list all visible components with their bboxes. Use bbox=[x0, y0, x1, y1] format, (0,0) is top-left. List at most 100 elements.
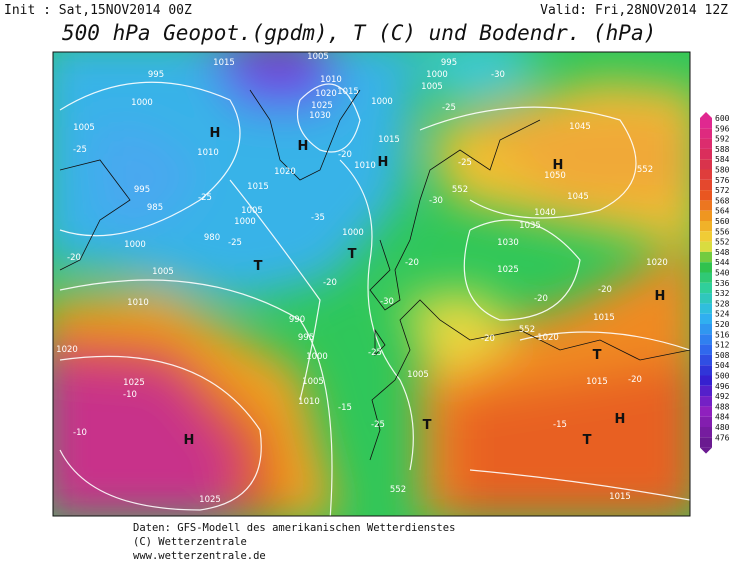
colorbar-cell bbox=[700, 313, 712, 324]
geopotential-label: 552 bbox=[452, 185, 468, 195]
colorbar-label: 476 bbox=[715, 433, 730, 442]
temperature-label: -15 bbox=[338, 403, 352, 413]
colorbar-label: 580 bbox=[715, 166, 730, 175]
isobar-label: 1015 bbox=[213, 58, 235, 68]
isobar-label: 1030 bbox=[497, 238, 519, 248]
isobar-label: 1010 bbox=[354, 161, 376, 171]
colorbar-cell bbox=[700, 138, 712, 149]
colorbar-cell bbox=[700, 344, 712, 355]
colorbar-label: 568 bbox=[715, 196, 730, 205]
colorbar-cell bbox=[700, 148, 712, 160]
colorbar-label: 564 bbox=[715, 207, 730, 216]
colorbar-cell bbox=[700, 272, 712, 283]
colorbar-cell bbox=[700, 262, 712, 273]
valid-time: Valid: Fri,28NOV2014 12Z bbox=[540, 3, 728, 18]
colorbar-cell bbox=[700, 251, 712, 263]
isobar-label: 1015 bbox=[247, 182, 269, 192]
isobar-label: 1005 bbox=[302, 377, 324, 387]
isobar-label: 1000 bbox=[234, 217, 256, 227]
temperature-label: -25 bbox=[442, 103, 456, 113]
temperature-label: -10 bbox=[73, 428, 87, 438]
footer-line: (C) Wetterzentrale bbox=[133, 536, 247, 548]
isobar-label: 1035 bbox=[519, 221, 541, 231]
isobar-label: 1020 bbox=[537, 333, 559, 343]
geopotential-label: 552 bbox=[519, 325, 535, 335]
isobar-label: 1025 bbox=[123, 378, 145, 388]
colorbar-cell bbox=[700, 365, 712, 376]
temperature-label: -10 bbox=[123, 390, 137, 400]
map-title: 500 hPa Geopot.(gpdm), T (C) und Bodendr… bbox=[62, 21, 656, 45]
isobar-label: 1010 bbox=[127, 298, 149, 308]
colorbar-label: 480 bbox=[715, 423, 730, 432]
pressure-center: T bbox=[254, 259, 263, 274]
pressure-center: H bbox=[615, 412, 626, 427]
pressure-center: T bbox=[583, 433, 592, 448]
colorbar-label: 512 bbox=[715, 341, 730, 350]
pressure-center: H bbox=[210, 126, 221, 141]
colorbar-cell bbox=[700, 179, 712, 191]
isobar-label: 1005 bbox=[241, 206, 263, 216]
temperature-label: -25 bbox=[371, 420, 385, 430]
colorbar-cell bbox=[700, 210, 712, 221]
map-frame bbox=[52, 51, 691, 517]
temperature-label: -30 bbox=[380, 297, 394, 307]
map-labels: HHHHHHHTTTTT9951000100510101015102098599… bbox=[56, 52, 668, 505]
isobar-label: 1000 bbox=[124, 240, 146, 250]
isobar-label: 995 bbox=[298, 333, 314, 343]
pressure-center: H bbox=[184, 433, 195, 448]
temperature-label: -35 bbox=[311, 213, 325, 223]
isobar-label: 1015 bbox=[378, 135, 400, 145]
colorbar-bottom-arrow bbox=[700, 447, 712, 454]
isobar-label: 990 bbox=[289, 315, 305, 325]
isobar-label: 985 bbox=[147, 203, 163, 213]
map-area bbox=[53, 52, 690, 516]
colorbar-label: 544 bbox=[715, 258, 730, 267]
colorbar-cell bbox=[700, 282, 712, 294]
footer-line: Daten: GFS-Modell des amerikanischen Wet… bbox=[133, 522, 455, 534]
colorbar-cell bbox=[700, 334, 712, 345]
isobar-label: 1025 bbox=[497, 265, 519, 275]
isobar-label: 1010 bbox=[320, 75, 342, 85]
colorbar-cell bbox=[700, 200, 712, 211]
temperature-label: -15 bbox=[553, 420, 567, 430]
colorbar-label: 484 bbox=[715, 413, 730, 422]
colorbar-top-arrow bbox=[700, 112, 712, 118]
colorbar-label: 528 bbox=[715, 299, 730, 308]
isobar-label: 1015 bbox=[586, 377, 608, 387]
isobar-label: 1015 bbox=[337, 87, 359, 97]
isobar-label: 1000 bbox=[306, 352, 328, 362]
colorbar-cell bbox=[700, 241, 712, 252]
colorbar-label: 584 bbox=[715, 155, 730, 164]
colorbar-cell bbox=[700, 128, 712, 139]
colorbar-label: 560 bbox=[715, 217, 730, 226]
colorbar-cell bbox=[700, 303, 712, 314]
colorbar-cell bbox=[700, 293, 712, 304]
temperature-label: -20 bbox=[481, 334, 495, 344]
colorbar-cell bbox=[700, 437, 712, 448]
pressure-center: H bbox=[378, 155, 389, 170]
colorbar-cell bbox=[700, 324, 712, 335]
temperature-label: -20 bbox=[598, 285, 612, 295]
isobar-label: 1045 bbox=[569, 122, 591, 132]
isobar-label: 1020 bbox=[56, 345, 78, 355]
colorbar-label: 588 bbox=[715, 145, 730, 154]
isobar-label: 1010 bbox=[298, 397, 320, 407]
temperature-label: -25 bbox=[228, 238, 242, 248]
geopotential-label: 552 bbox=[390, 485, 406, 495]
isobar-label: 1025 bbox=[311, 101, 333, 111]
temperature-label: -25 bbox=[368, 348, 382, 358]
isobar-label: 1000 bbox=[426, 70, 448, 80]
pressure-center: H bbox=[553, 158, 564, 173]
colorbar-cell bbox=[700, 416, 712, 427]
colorbar-label: 488 bbox=[715, 402, 730, 411]
temperature-label: -30 bbox=[429, 196, 443, 206]
colorbar-label: 552 bbox=[715, 238, 730, 247]
isobar-label: 1005 bbox=[407, 370, 429, 380]
colorbar-cell bbox=[700, 396, 712, 407]
temperature-label: -30 bbox=[491, 70, 505, 80]
isobar-label: 1020 bbox=[274, 167, 296, 177]
init-time: Init : Sat,15NOV2014 00Z bbox=[4, 3, 192, 18]
isobar-label: 1005 bbox=[307, 52, 329, 62]
isobar-label: 1005 bbox=[152, 267, 174, 277]
